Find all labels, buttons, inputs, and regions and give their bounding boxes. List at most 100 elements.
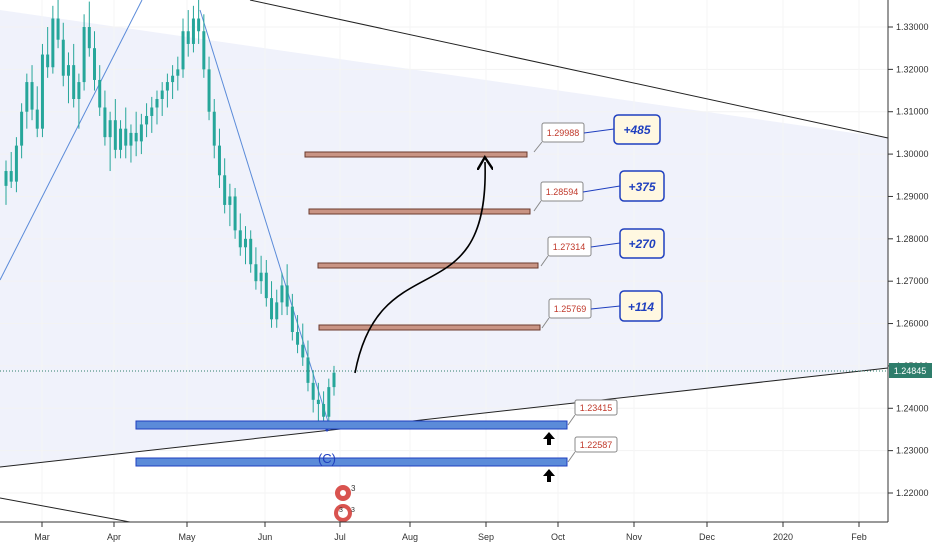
- candle-body: [285, 285, 289, 307]
- candle-body: [243, 238, 247, 248]
- candle-body: [9, 171, 13, 182]
- price-tick-label: 1.30000: [896, 149, 929, 159]
- callout-box-5[interactable]: [574, 399, 618, 416]
- candle-body: [87, 27, 91, 49]
- candle-body: [197, 18, 201, 32]
- time-tick-label: Jun: [258, 532, 273, 542]
- candle-body: [186, 31, 190, 44]
- callout-price-2: 1.28594: [546, 187, 579, 197]
- candle-body: [270, 298, 274, 320]
- price-tick-label: 1.26000: [896, 319, 929, 329]
- rising-wave-line: [0, 0, 143, 281]
- up-arrow-icon: [543, 432, 555, 482]
- pip-box-4[interactable]: [619, 290, 663, 322]
- price-tick-label: 1.28000: [896, 234, 929, 244]
- current-price-label: 1.24845: [894, 366, 927, 376]
- candle-body: [129, 132, 133, 146]
- callout-price-5: 1.23415: [580, 403, 613, 413]
- candle-body: [145, 115, 149, 125]
- candle-body: [327, 387, 331, 417]
- price-tick-label: 1.32000: [896, 64, 929, 74]
- candle-body: [56, 18, 60, 40]
- candle-body: [35, 109, 39, 129]
- grid-lines: [0, 26, 888, 494]
- price-tick-label: 1.29000: [896, 191, 929, 201]
- svg-text:3: 3: [351, 507, 355, 514]
- candle-body: [155, 99, 159, 108]
- svg-text:3: 3: [339, 507, 343, 514]
- lower-trendline: [0, 367, 889, 468]
- pip-label-1: +485: [623, 123, 650, 137]
- candle-body: [181, 31, 185, 70]
- pip-label-2: +375: [628, 180, 655, 194]
- callout-price-6: 1.22587: [580, 440, 613, 450]
- resistance-bar-2[interactable]: [308, 208, 531, 215]
- resistance-bar-4[interactable]: [318, 324, 541, 331]
- candle-body: [113, 120, 117, 150]
- pip-box-1[interactable]: [613, 114, 661, 145]
- candle-body: [46, 54, 50, 68]
- price-tick-label: 1.24000: [896, 403, 929, 413]
- pip-box-2[interactable]: [619, 170, 665, 202]
- candle-body: [322, 404, 326, 417]
- candle-body: [301, 344, 305, 358]
- candle-body: [228, 196, 232, 205]
- price-tick-label: 1.23000: [896, 446, 929, 456]
- candle-body: [217, 145, 221, 176]
- wave-label: (C): [318, 451, 336, 466]
- price-tick-label: 1.31000: [896, 107, 929, 117]
- candle-body: [191, 18, 195, 44]
- pip-labels: +485 +375 +270 +114: [582, 114, 665, 322]
- candle-body: [332, 372, 336, 388]
- candle-body: [233, 196, 237, 231]
- support-bar-1[interactable]: [135, 420, 568, 430]
- price-callouts: 1.29988 1.28594 1.27314 1.25769 1.23415 …: [533, 122, 618, 463]
- candle-body: [51, 18, 55, 68]
- candle-body: [72, 65, 76, 100]
- candle-body: [40, 54, 44, 129]
- time-tick-label: Jul: [334, 532, 346, 542]
- candle-body: [171, 75, 175, 83]
- candle-body: [66, 65, 70, 76]
- candle-body: [77, 82, 81, 100]
- resistance-bar-3[interactable]: [317, 262, 539, 269]
- candle-body: [290, 306, 294, 333]
- time-tick-label: Apr: [107, 532, 121, 542]
- time-axis-ticks: Mar Apr May Jun Jul Aug Sep Oct Nov Dec 2020 Feb: [34, 522, 867, 542]
- price-tick-label: 1.33000: [896, 22, 929, 32]
- candle-body: [103, 107, 107, 138]
- time-axis[interactable]: [0, 522, 932, 550]
- candle-body: [93, 48, 97, 80]
- candle-body: [275, 302, 279, 320]
- candle-body: [254, 264, 258, 282]
- candle-body: [238, 230, 242, 248]
- resistance-bar-1[interactable]: [304, 151, 528, 158]
- candle-body: [150, 107, 154, 116]
- candle-body: [108, 120, 112, 138]
- time-tick-label: Dec: [699, 532, 716, 542]
- candle-body: [212, 111, 216, 146]
- callout-box-6[interactable]: [574, 436, 618, 453]
- wave-low-marker: [325, 428, 329, 432]
- time-tick-label: Sep: [478, 532, 494, 542]
- price-tick-label: 1.22000: [896, 488, 929, 498]
- support-bar-2[interactable]: [135, 457, 568, 467]
- pip-label-3: +270: [628, 237, 655, 251]
- candle-body: [124, 128, 128, 146]
- time-tick-label: Mar: [34, 532, 50, 542]
- current-price-badge[interactable]: [889, 363, 932, 378]
- candle-body: [82, 27, 86, 83]
- time-tick-label: May: [178, 532, 196, 542]
- candle-body: [316, 399, 320, 405]
- candle-body: [223, 175, 227, 205]
- candle-body: [98, 79, 102, 108]
- candle-body: [249, 238, 253, 265]
- pip-label-4: +114: [628, 300, 654, 314]
- candle-body: [165, 82, 169, 91]
- pip-box-3[interactable]: [619, 228, 665, 259]
- candle-body: [207, 69, 211, 112]
- price-axis[interactable]: [888, 0, 932, 522]
- svg-text:3: 3: [351, 484, 356, 493]
- time-tick-label: Nov: [626, 532, 643, 542]
